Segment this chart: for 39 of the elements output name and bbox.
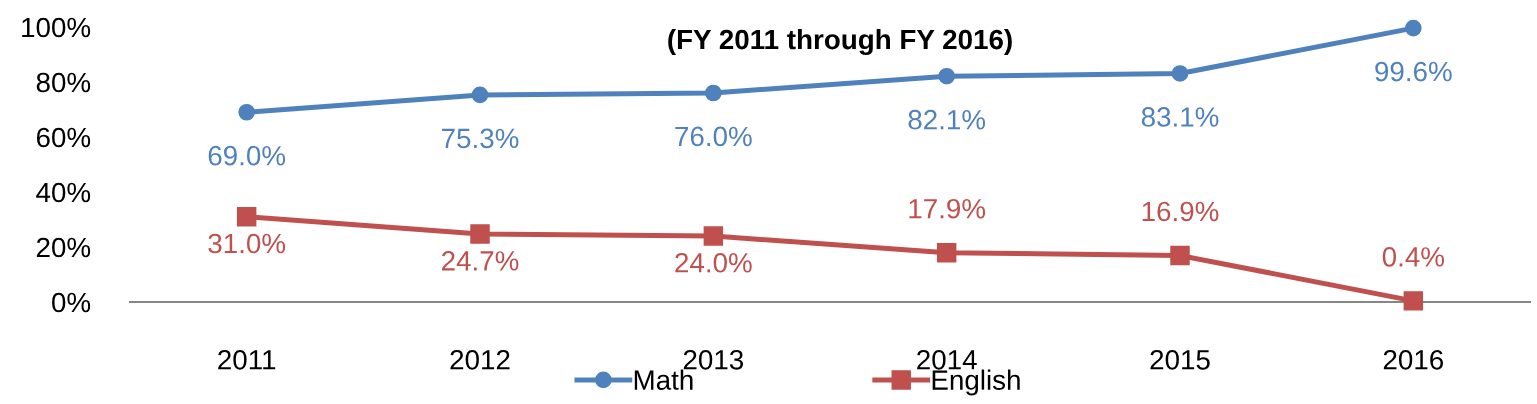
data-label: 76.0% xyxy=(675,126,752,147)
x-tick-label: 2015 xyxy=(1150,349,1210,370)
y-tick-label: 0% xyxy=(52,292,91,313)
data-label: 24.7% xyxy=(442,251,519,271)
point xyxy=(236,207,257,227)
legend-label: Math xyxy=(634,369,693,390)
point xyxy=(936,243,957,263)
x-tick-label: 2016 xyxy=(1383,349,1444,370)
data-label: 83.1% xyxy=(1141,107,1219,127)
legend-label: English xyxy=(932,369,1020,396)
point xyxy=(704,84,722,102)
point xyxy=(703,226,724,246)
data-label: 0.4% xyxy=(1382,247,1444,267)
point xyxy=(1403,291,1424,311)
data-label: 99.6% xyxy=(1375,61,1452,82)
y-tick-label: 20% xyxy=(36,237,91,258)
data-label: 82.1% xyxy=(908,109,986,130)
data-label: 31.0% xyxy=(208,233,286,254)
data-label: 17.9% xyxy=(909,198,986,219)
data-label: 16.9% xyxy=(1142,201,1219,222)
y-tick-label: 80% xyxy=(36,72,91,93)
chart-title: (FY 2011 through FY 2016) xyxy=(668,28,1012,56)
x-tick-label: 2012 xyxy=(450,349,510,370)
x-tick-label: 2011 xyxy=(218,349,276,370)
data-label: 24.0% xyxy=(675,252,752,273)
point xyxy=(238,103,256,121)
x-tick-label: 2013 xyxy=(683,349,744,370)
point xyxy=(1171,65,1189,82)
y-tick-label: 100% xyxy=(22,17,91,38)
y-tick-label: 60% xyxy=(36,127,91,148)
point xyxy=(1404,19,1422,37)
x-tick-label: 2014 xyxy=(917,349,977,370)
point xyxy=(470,224,490,244)
point xyxy=(471,86,489,104)
point xyxy=(938,67,956,85)
data-label: 75.3% xyxy=(442,128,519,149)
data-label: 69.0% xyxy=(208,145,286,166)
y-tick-label: 40% xyxy=(36,182,91,203)
point xyxy=(1170,245,1190,266)
